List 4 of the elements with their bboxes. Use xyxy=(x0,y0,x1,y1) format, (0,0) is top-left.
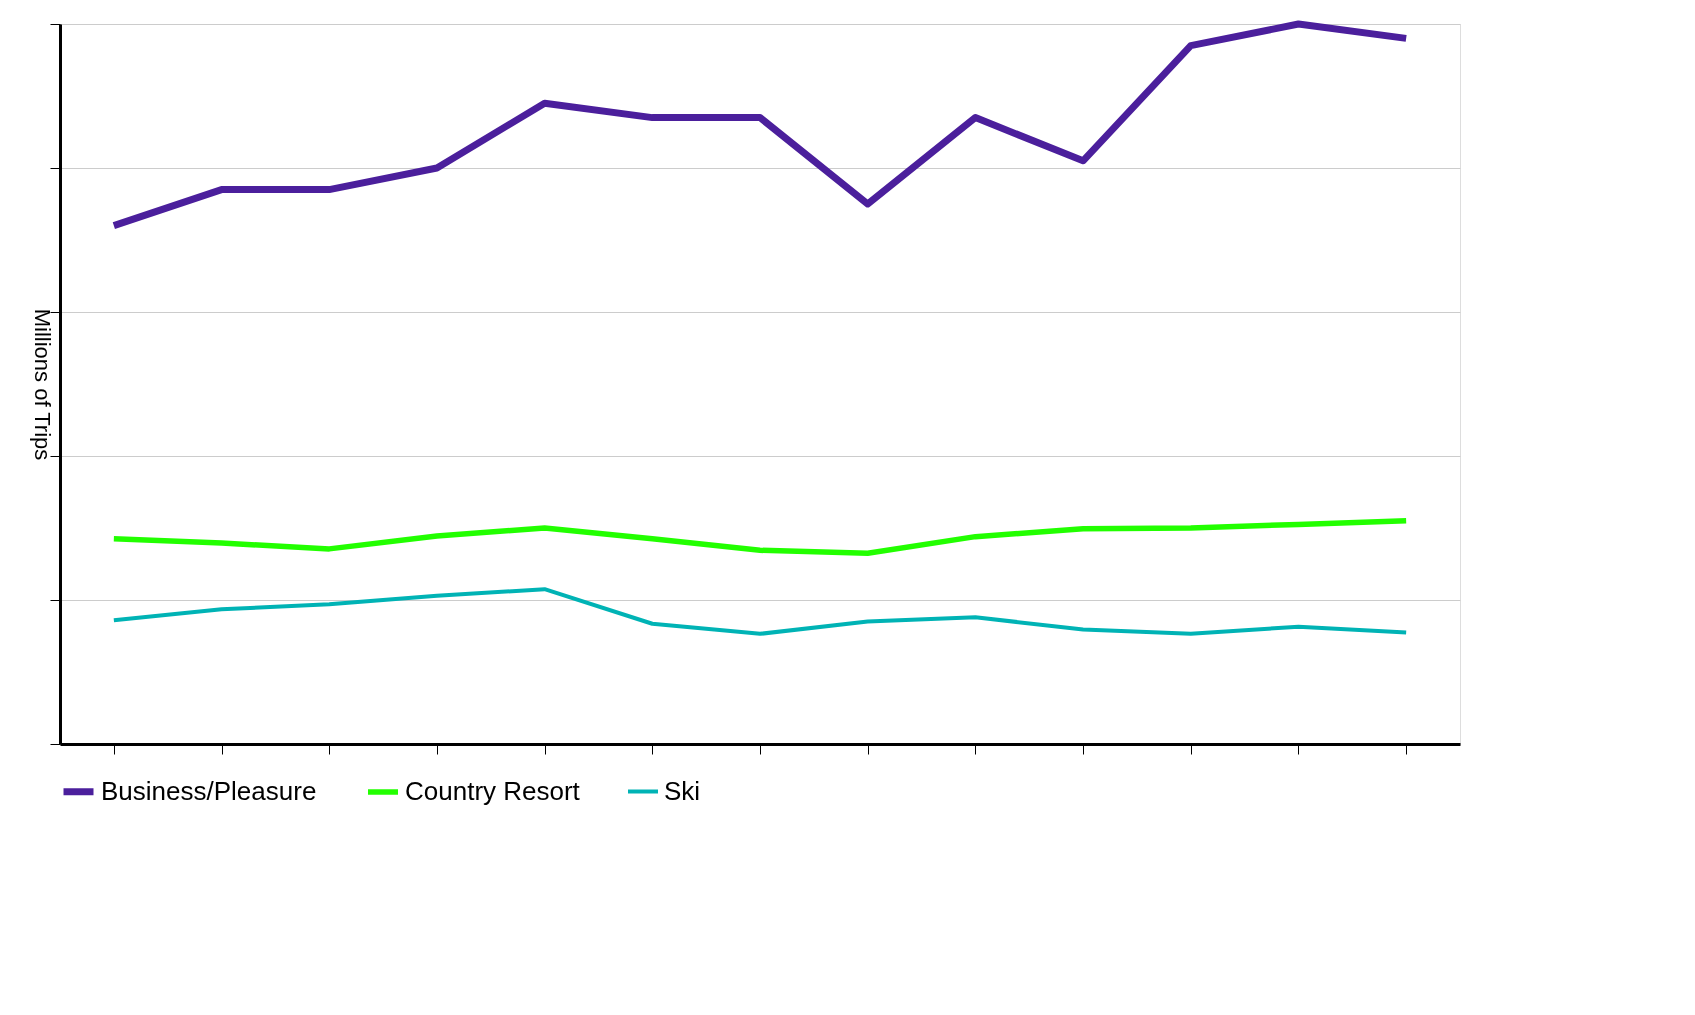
legend-label: Country Resort xyxy=(405,776,581,806)
y-axis-title: Millions of Trips xyxy=(30,308,55,461)
legend-label: Business/Pleasure xyxy=(101,775,317,806)
legend-label: Ski xyxy=(664,775,701,806)
